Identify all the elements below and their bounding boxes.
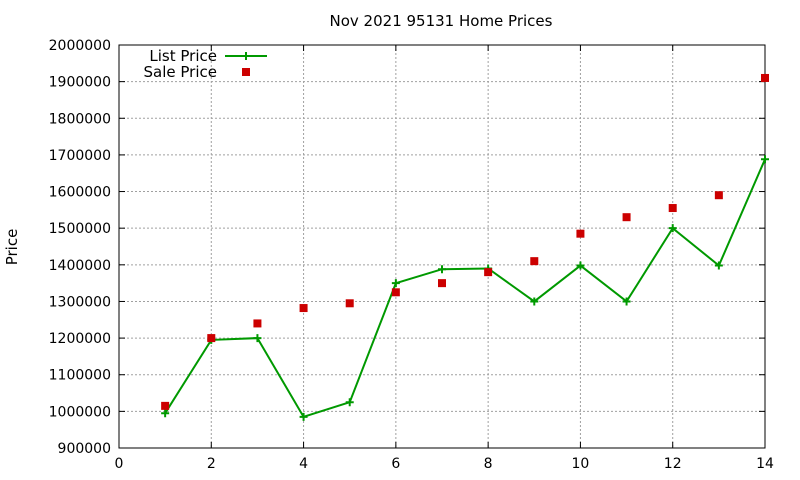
legend-label-sale-price: Sale Price bbox=[144, 63, 217, 81]
sale-price-point bbox=[668, 204, 677, 213]
grid bbox=[119, 45, 765, 448]
list-price-point bbox=[299, 412, 308, 421]
x-tick-label: 4 bbox=[299, 456, 308, 472]
list-price-point bbox=[438, 265, 446, 274]
sale-price-point bbox=[345, 299, 354, 308]
list-price-point bbox=[622, 297, 631, 306]
sale-price-point bbox=[207, 334, 216, 343]
list-price-point bbox=[391, 279, 400, 288]
sale-price-point bbox=[530, 257, 539, 266]
x-tick-label: 8 bbox=[484, 456, 493, 472]
legend-marker-list-price bbox=[242, 52, 250, 60]
list-price-point bbox=[668, 224, 677, 233]
sale-price-point bbox=[714, 191, 723, 200]
y-tick-label: 2000000 bbox=[49, 38, 111, 54]
list-price-point bbox=[253, 334, 262, 343]
y-tick-label: 1500000 bbox=[49, 221, 111, 237]
y-tick-label: 1300000 bbox=[49, 294, 111, 310]
x-tick-label: 2 bbox=[207, 456, 216, 472]
y-tick-label: 1200000 bbox=[49, 331, 111, 347]
x-tick-label: 0 bbox=[115, 456, 124, 472]
sale-price-point bbox=[622, 213, 631, 222]
y-tick-label: 1800000 bbox=[49, 111, 111, 127]
sale-price-point bbox=[761, 73, 769, 82]
sale-price-point bbox=[161, 401, 170, 410]
sale-price-point bbox=[299, 304, 308, 313]
y-tick-label: 1700000 bbox=[49, 148, 111, 164]
ticks: 0 2 4 6 8 10 12 14 900000 1000000 1100000 1200000 13… bbox=[49, 38, 774, 472]
list-price-point bbox=[161, 409, 170, 418]
sale-price-point bbox=[576, 229, 585, 238]
sale-price-point bbox=[438, 279, 446, 288]
list-price-line bbox=[164, 158, 766, 419]
legend-label-list-price: List Price bbox=[149, 47, 217, 65]
list-price-point bbox=[345, 398, 354, 407]
legend-marker-sale-price bbox=[242, 68, 250, 76]
x-tick-label: 14 bbox=[756, 456, 774, 472]
sale-price-point bbox=[484, 268, 493, 277]
y-tick-label: 1000000 bbox=[49, 404, 111, 420]
y-tick-label: 900000 bbox=[58, 441, 111, 457]
list-price-point bbox=[530, 297, 539, 306]
list-price-point bbox=[714, 261, 723, 270]
x-tick-label: 10 bbox=[572, 456, 590, 472]
y-tick-label: 1400000 bbox=[49, 258, 111, 274]
series-layer bbox=[161, 73, 769, 421]
x-tick-label: 6 bbox=[391, 456, 400, 472]
y-tick-label: 1600000 bbox=[49, 185, 111, 201]
sale-price-point bbox=[253, 319, 262, 328]
list-price-point bbox=[761, 155, 769, 164]
list-price-point bbox=[576, 261, 585, 270]
y-axis-label: Price bbox=[3, 229, 21, 266]
plot-frame bbox=[118, 44, 766, 449]
y-tick-label: 1100000 bbox=[49, 368, 111, 384]
sale-price-point bbox=[391, 288, 400, 297]
x-tick-label: 12 bbox=[664, 456, 682, 472]
y-tick-label: 1900000 bbox=[49, 75, 111, 91]
chart-title: Nov 2021 95131 Home Prices bbox=[330, 12, 553, 30]
